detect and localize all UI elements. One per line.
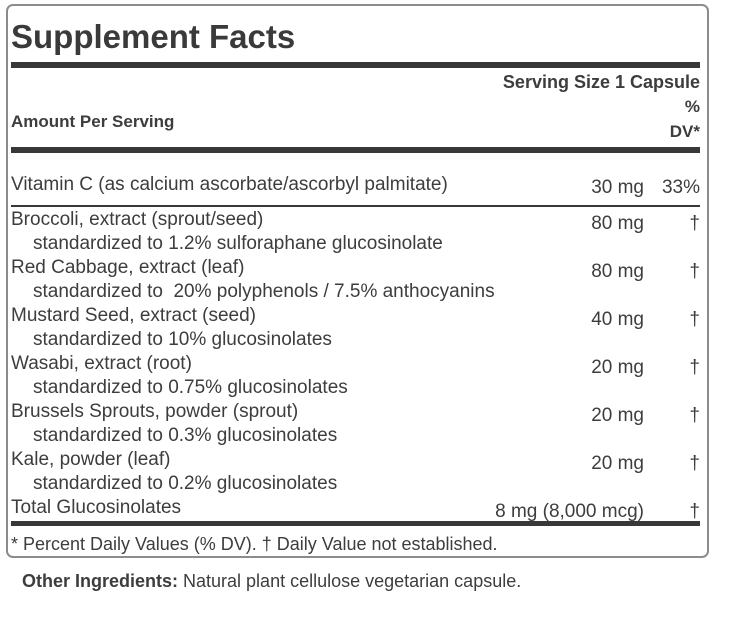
ingredient-values: 40 mg † [514, 309, 700, 331]
ingredient-dv: † [689, 261, 700, 282]
ingredient-row-wasabi: Wasabi, extract (root) 20 mg † [11, 353, 700, 378]
ingredient-values: 80 mg † [514, 261, 700, 283]
ingredient-standardization: standardized to 0.75% glucosinolates [33, 377, 348, 398]
ingredient-row-total-glucosinolates: Total Glucosinolates 8 mg (8,000 mcg) † [11, 497, 700, 522]
ingredient-name: Red Cabbage, extract (leaf) [11, 257, 245, 278]
ingredient-amount: 30 mg [591, 177, 644, 198]
ingredient-amount: 20 mg [591, 405, 644, 426]
ingredient-row-brussels-sprouts: Brussels Sprouts, powder (sprout) 20 mg … [11, 401, 700, 426]
ingredient-dv: † [689, 501, 700, 522]
ingredient-standardization: standardized to 20% polyphenols / 7.5% a… [33, 281, 495, 302]
ingredient-values: 20 mg † [514, 405, 700, 427]
ingredient-standardization: standardized to 1.2% sulforaphane glucos… [33, 233, 443, 254]
ingredient-row-mustard-seed: Mustard Seed, extract (seed) 40 mg † [11, 305, 700, 330]
ingredient-values: 20 mg † [514, 453, 700, 475]
ingredient-row-red-cabbage: Red Cabbage, extract (leaf) 80 mg † [11, 257, 700, 282]
ingredient-amount: 80 mg [591, 261, 644, 282]
ingredient-values: 8 mg (8,000 mcg) † [495, 501, 700, 523]
column-headers: Amount Per Serving % DV* [11, 94, 700, 144]
amount-per-serving-header: Amount Per Serving [11, 112, 175, 131]
ingredient-dv: † [689, 357, 700, 378]
ingredient-name: Broccoli, extract (sprout/seed) [11, 209, 264, 230]
other-ingredients-text: Natural plant cellulose vegetarian capsu… [178, 571, 522, 591]
footer-thick-rule [11, 521, 700, 526]
ingredient-row-kale: Kale, powder (leaf) 20 mg † [11, 449, 700, 474]
vitamin-c-divider-rule [11, 205, 700, 207]
header-thick-rule [11, 147, 700, 153]
ingredient-values: 20 mg † [514, 357, 700, 379]
other-ingredients-label: Other Ingredients: [22, 571, 179, 591]
ingredient-name: Brussels Sprouts, powder (sprout) [11, 401, 299, 422]
ingredient-dv: † [689, 405, 700, 426]
ingredient-standardization: standardized to 0.2% glucosinolates [33, 473, 338, 494]
ingredient-values: 30 mg 33% [514, 177, 700, 199]
other-ingredients: Other Ingredients: Natural plant cellulo… [22, 570, 521, 592]
ingredient-amount: 80 mg [591, 213, 644, 234]
ingredient-name: Vitamin C (as calcium ascorbate/ascorbyl… [11, 174, 448, 195]
ingredient-name: Wasabi, extract (root) [11, 353, 192, 374]
ingredient-dv: † [689, 453, 700, 474]
ingredient-row-broccoli: Broccoli, extract (sprout/seed) 80 mg † [11, 209, 700, 234]
ingredient-standardization: standardized to 0.3% glucosinolates [33, 425, 338, 446]
ingredient-amount: 8 mg (8,000 mcg) [495, 501, 644, 522]
ingredient-name: Mustard Seed, extract (seed) [11, 305, 256, 326]
ingredient-amount: 40 mg [591, 309, 644, 330]
ingredient-amount: 20 mg [591, 357, 644, 378]
ingredient-values: 80 mg † [514, 213, 700, 235]
percent-dv-header-line1: % [684, 97, 700, 116]
ingredient-amount: 20 mg [591, 453, 644, 474]
ingredient-name: Kale, powder (leaf) [11, 449, 171, 470]
panel-title: Supplement Facts [11, 18, 296, 55]
serving-size-text: Serving Size 1 Capsule [502, 72, 700, 92]
ingredient-dv: † [689, 309, 700, 330]
ingredient-name: Total Glucosinolates [11, 497, 182, 518]
daily-value-footnote: * Percent Daily Values (% DV). † Daily V… [11, 534, 498, 554]
supplement-facts-panel: Supplement Facts Serving Size 1 Capsule … [6, 4, 709, 558]
percent-dv-header-line2: DV* [669, 122, 700, 141]
ingredient-standardization: standardized to 10% glucosinolates [33, 329, 332, 350]
ingredient-row-vitamin-c: Vitamin C (as calcium ascorbate/ascorbyl… [11, 174, 700, 199]
top-thick-rule [11, 62, 700, 68]
ingredient-dv: † [689, 213, 700, 234]
percent-dv-header: % DV* [670, 94, 700, 144]
ingredient-dv: 33% [661, 177, 700, 198]
